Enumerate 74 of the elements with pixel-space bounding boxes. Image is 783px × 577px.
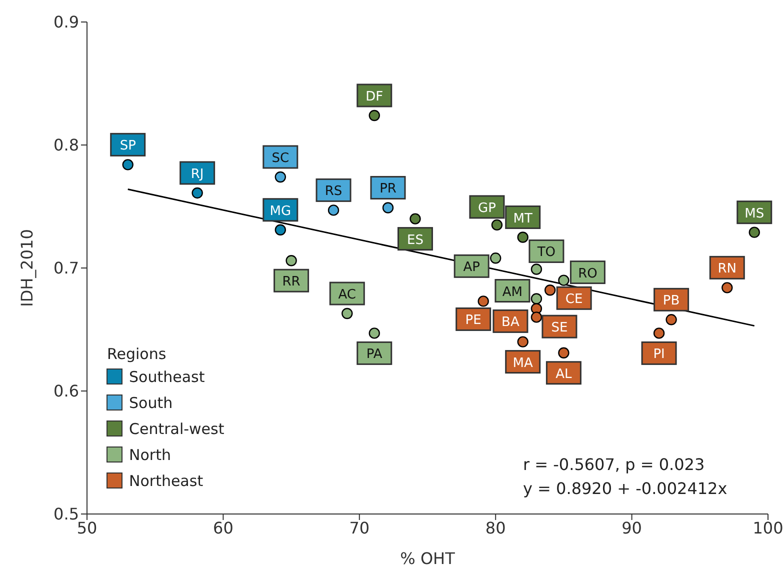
point	[653, 328, 665, 339]
data-label: RS	[324, 184, 342, 200]
legend-label: North	[129, 446, 171, 464]
x-axis-title: % OHT	[400, 549, 456, 568]
point	[517, 232, 528, 243]
data-label: AM	[502, 284, 523, 300]
point	[368, 328, 380, 339]
legend-label: Southeast	[129, 368, 205, 386]
data-label: AL	[556, 366, 573, 382]
annotation: y = 0.8920 + -0.002412x	[523, 479, 728, 498]
legend-label: Northeast	[129, 472, 204, 490]
data-label: BA	[502, 315, 520, 330]
point	[328, 204, 340, 216]
point	[558, 347, 570, 358]
data-label: CE	[565, 292, 583, 308]
data-label: SE	[551, 320, 568, 336]
data-label: PI	[653, 347, 665, 362]
point	[274, 171, 286, 183]
data-label: SP	[120, 138, 136, 154]
point	[122, 159, 134, 170]
data-label: RR	[282, 274, 300, 290]
data-label: PE	[465, 313, 482, 328]
point	[192, 187, 203, 199]
point	[722, 282, 733, 294]
point	[666, 314, 677, 326]
point	[478, 296, 489, 307]
point	[530, 264, 542, 275]
y-tick-label: 0.9	[54, 12, 79, 32]
point	[286, 255, 297, 266]
data-label: MG	[270, 204, 292, 219]
data-label: TO	[536, 245, 556, 260]
data-label: RO	[578, 266, 598, 282]
point	[382, 202, 394, 214]
y-tick-label: 0.5	[54, 504, 79, 524]
point	[558, 274, 570, 286]
point	[491, 219, 503, 231]
point	[530, 312, 542, 323]
point	[410, 213, 421, 224]
y-axis-title: IDH_2010	[18, 229, 37, 307]
data-label: PA	[366, 347, 382, 362]
data-label: MT	[513, 211, 532, 226]
legend-label: South	[129, 394, 173, 412]
y-tick-label: 0.6	[54, 382, 79, 401]
data-label: PR	[380, 182, 396, 197]
data-label: GP	[478, 200, 496, 216]
data-label: MS	[744, 206, 764, 222]
x-tick-label: 80	[485, 518, 506, 538]
data-label: RJ	[190, 166, 204, 182]
point	[368, 110, 380, 122]
x-tick-label: 70	[349, 518, 370, 538]
y-tick-label: 0.8	[54, 136, 79, 155]
data-label: AP	[463, 260, 480, 276]
x-tick-label: 60	[213, 518, 234, 538]
x-tick-label: 50	[76, 518, 98, 538]
point	[517, 336, 528, 348]
data-label: PB	[662, 294, 680, 309]
data-label: ES	[407, 232, 424, 248]
x-tick-label: 90	[622, 518, 642, 538]
point	[274, 224, 286, 236]
point	[530, 293, 542, 304]
annotation: r = -0.5607, p = 0.023	[523, 455, 705, 474]
legend-label: Central-west	[129, 420, 224, 438]
point	[342, 308, 353, 320]
data-label: RN	[718, 262, 737, 277]
point	[748, 226, 760, 238]
x-tick-label: 100	[752, 518, 783, 538]
data-label: DF	[366, 89, 384, 104]
point	[544, 284, 556, 296]
y-tick-label: 0.7	[54, 258, 79, 278]
data-label: SC	[272, 150, 290, 166]
data-label: MA	[512, 356, 533, 371]
data-label: AC	[338, 288, 356, 303]
point	[490, 252, 502, 264]
legend-title: Regions	[107, 345, 166, 363]
